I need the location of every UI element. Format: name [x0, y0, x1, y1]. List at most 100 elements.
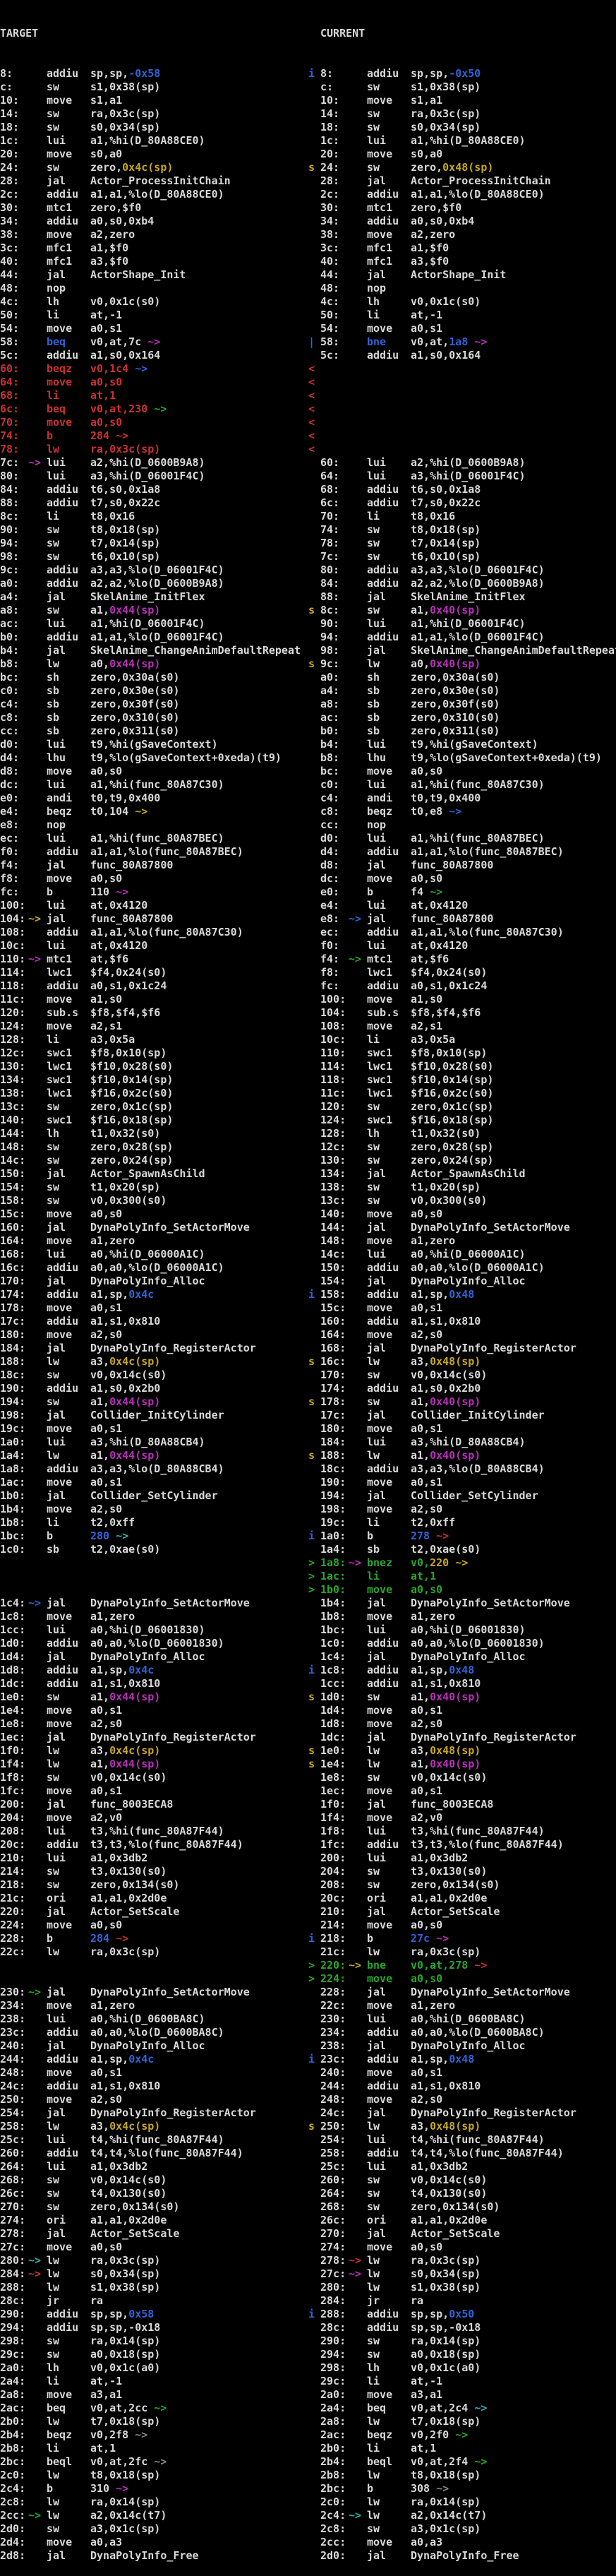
diff-marker: [308, 2415, 320, 2428]
current-line: e8: ~> jal func_80A87800: [320, 912, 616, 926]
mnemonic: swc1: [367, 1046, 393, 1059]
mnemonic: lw: [47, 1744, 60, 1757]
line-address: 1dc:: [320, 1731, 346, 1743]
diff-marker: [308, 2496, 320, 2509]
mnemonic: li: [47, 2375, 60, 2387]
operand: at,0x4120: [411, 939, 469, 952]
operand: v0,0x300(s0): [411, 1194, 488, 1207]
mnemonic: move: [47, 2388, 73, 2401]
target-line: [0, 1556, 308, 1570]
operand: DynaPolyInfo_RegisterActor: [411, 2106, 576, 2119]
current-line: 64: lui a3,%hi(D_06001F4C): [320, 470, 616, 483]
mnemonic: addiu: [47, 188, 79, 201]
diff-marker: s: [308, 1758, 315, 1770]
mnemonic: lh: [367, 2361, 380, 2374]
target-line: 288: lw s1,0x38(sp): [0, 2281, 308, 2294]
mnemonic: sw: [47, 161, 60, 174]
line-address: e4:: [0, 805, 20, 818]
line-address: 2c:: [320, 188, 340, 201]
diff-marker: <: [308, 416, 315, 429]
target-line: f0: addiu a1,a1,%lo(func_80A87BEC): [0, 845, 308, 859]
mnemonic: beqz: [47, 2428, 73, 2441]
current-line: c0: lui a1,%hi(func_80A87C30): [320, 778, 616, 792]
current-line: 1c: lui a1,%hi(D_80A88CE0): [320, 134, 616, 148]
mnemonic: addiu: [367, 845, 399, 858]
line-address: 1f4:: [320, 1811, 346, 1824]
mnemonic: move: [367, 2241, 393, 2253]
diff-marker: [308, 1328, 320, 1342]
current-line: 8: addiu sp,sp,-0x50: [320, 67, 616, 80]
operand: $f16,0x2c(s0): [90, 1087, 174, 1099]
asm-row: 1d4: jal DynaPolyInfo_Alloc 1c4: jal DynaPoly…: [0, 1650, 616, 1664]
line-address: 2b0:: [320, 2442, 346, 2455]
operand: v0,at,2c4: [411, 2402, 469, 2414]
operand: a1,s1,0x810: [90, 1677, 161, 1690]
line-address: 1a4:: [0, 1449, 26, 1462]
asm-row: 220: jal Actor_SetScale 210: jal Actor_SetSca…: [0, 1905, 616, 1919]
operand: sp,sp,-0x18: [90, 2321, 161, 2334]
current-line: [320, 362, 616, 376]
line-address: 140:: [0, 1114, 26, 1126]
mnemonic: jal: [367, 1275, 387, 1287]
diff-marker: [308, 671, 320, 684]
operand: a0,s0: [411, 1919, 443, 1931]
operand: a0,s0: [90, 1919, 123, 1931]
mnemonic: sw: [47, 2334, 60, 2347]
asm-row: 2c: addiu a1,a1,%lo(D_80A88CE0) 2c: addiu a1,…: [0, 188, 616, 201]
current-line: 2c0: lw ra,0x14(sp): [320, 2496, 616, 2509]
asm-row: 1cc: lui a0,%hi(D_06001830) 1bc: lui a0,%hi(D…: [0, 1623, 616, 1637]
diff-marker: [308, 872, 320, 886]
line-address: 198:: [0, 1409, 26, 1421]
mnemonic: jal: [47, 1597, 66, 1609]
asm-row: 1bc: b 280 ~> i 1a0: b 278 ~>: [0, 1530, 616, 1543]
asm-row: 2a4: li at,-1 29c: li at,-1: [0, 2375, 616, 2388]
mnemonic: move: [367, 1583, 393, 1596]
current-line: 184: lui a3,%hi(D_80A88CB4): [320, 1436, 616, 1449]
operand: -0x50: [449, 67, 481, 80]
mnemonic: addiu: [47, 1315, 79, 1328]
operand: DynaPolyInfo_Alloc: [411, 2039, 526, 2052]
line-address: 1c4:: [0, 1597, 26, 1609]
mnemonic: addiu: [47, 577, 79, 590]
operand: a0,s1,0x1c24: [411, 979, 488, 992]
operand: 0x48(sp): [430, 1744, 481, 1757]
line-address: e8:: [320, 912, 340, 925]
line-address: 288:: [0, 2281, 26, 2294]
operand: a0,s1: [90, 1784, 123, 1797]
operand: 0x48: [449, 1664, 475, 1676]
current-line: 60: lui a2,%hi(D_0600B9A8): [320, 456, 616, 470]
operand: zero,0x134(s0): [90, 1878, 180, 1891]
current-line: 134: jal Actor_SpawnAsChild: [320, 1167, 616, 1181]
line-address: 60:: [0, 362, 20, 375]
line-address: f4:: [320, 953, 340, 965]
operand: ra,0x3c(sp): [411, 1945, 481, 1958]
operand: t7,s0,0x22c: [411, 496, 481, 509]
target-line: 8: addiu sp,sp,-0x58: [0, 67, 308, 80]
operand: a3,$f0: [411, 255, 449, 268]
asm-row: 270: sw zero,0x134(s0) 268: sw zero,0x134(s0): [0, 2200, 616, 2214]
operand: a1,: [411, 1449, 430, 1462]
target-line: 1b4: move a2,s0: [0, 1503, 308, 1516]
mnemonic: sw: [47, 1878, 60, 1891]
mnemonic: move: [47, 2536, 73, 2548]
diff-marker: [308, 724, 320, 738]
operand: DynaPolyInfo_Alloc: [411, 1275, 526, 1287]
asm-row: 1b4: move a2,s0 198: move a2,s0: [0, 1503, 616, 1516]
diff-marker: [308, 1610, 320, 1623]
operand: a1,%hi(func_80A87C30): [411, 778, 545, 791]
line-address: 188:: [320, 1449, 346, 1462]
operand: a1,s0,0x164: [90, 349, 161, 362]
current-line: 114: lwc1 $f10,0x28(s0): [320, 1060, 616, 1073]
line-address: 1c8:: [0, 1610, 26, 1623]
line-address: 10c:: [320, 1033, 346, 1046]
operand: 220: [430, 1556, 449, 1569]
operand: zero,0x24(sp): [90, 1154, 174, 1167]
mnemonic: addiu: [367, 564, 399, 576]
operand: zero,0x310(s0): [90, 711, 180, 724]
target-line: 1c8: move a1,zero: [0, 1610, 308, 1623]
diff-marker: [308, 496, 320, 510]
line-address: 154:: [320, 1275, 346, 1287]
line-address: e0:: [0, 792, 20, 804]
branch-arrow-icon: ~>: [349, 2509, 362, 2522]
asm-row: 2b4: beqz v0,2f8 ~> 2ac: beqz v0,2f0 ~>: [0, 2428, 616, 2442]
